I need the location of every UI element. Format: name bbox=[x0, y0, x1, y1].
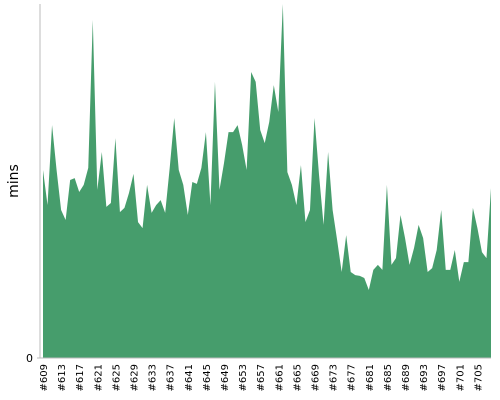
x-tick-label: #657 bbox=[256, 364, 267, 391]
x-tick-label: #633 bbox=[148, 364, 159, 391]
area bbox=[43, 4, 491, 358]
x-tick-label: #629 bbox=[130, 364, 141, 391]
x-tick-label: #673 bbox=[329, 364, 340, 391]
x-tick-label: #653 bbox=[238, 364, 249, 391]
x-tick-label: #617 bbox=[75, 364, 86, 391]
x-tick-label: #701 bbox=[455, 364, 466, 391]
x-tick-label: #681 bbox=[365, 364, 376, 391]
x-tick-label: #661 bbox=[274, 364, 285, 391]
y-tick-label: 0 bbox=[26, 352, 33, 365]
x-tick-label: #621 bbox=[93, 364, 104, 391]
x-tick-label: #697 bbox=[437, 364, 448, 391]
x-tick-label: #613 bbox=[57, 364, 68, 391]
x-tick-label: #625 bbox=[111, 364, 122, 391]
y-axis-label: mins bbox=[6, 164, 22, 198]
x-tick-label: #705 bbox=[473, 364, 484, 391]
x-tick-label: #665 bbox=[292, 364, 303, 391]
x-tick-label: #689 bbox=[401, 364, 412, 391]
x-tick-label: #609 bbox=[39, 364, 50, 391]
x-tick-label: #637 bbox=[166, 364, 177, 391]
x-tick-label: #649 bbox=[220, 364, 231, 391]
x-tick-label: #677 bbox=[347, 364, 358, 391]
x-tick-label: #645 bbox=[202, 364, 213, 391]
x-tick-label: #669 bbox=[311, 364, 322, 391]
x-tick-label: #693 bbox=[419, 364, 430, 391]
x-tick-label: #685 bbox=[383, 364, 394, 391]
x-tick-label: #641 bbox=[184, 364, 195, 391]
